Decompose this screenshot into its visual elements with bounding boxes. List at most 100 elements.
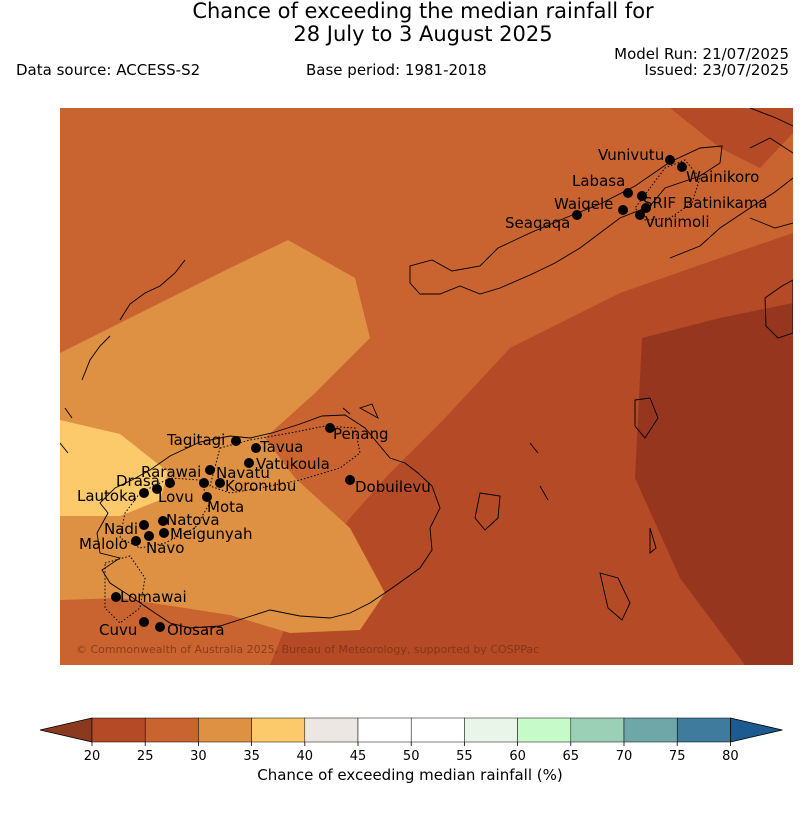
colorbar-tick-label: 50 xyxy=(403,749,420,762)
colorbar-ticks: 20 25 30 35 40 45 50 55 60 65 70 75 80 xyxy=(84,742,739,762)
station-label-tagitagi: Tagitagi xyxy=(166,431,225,449)
station-marker-lautoka xyxy=(139,488,149,498)
colorbar-swatch xyxy=(623,717,678,743)
station-marker-labasa xyxy=(623,188,633,198)
colorbar-extend-high xyxy=(730,717,783,743)
station-label-vatukoula: Vatukoula xyxy=(256,455,330,473)
colorbar-swatch xyxy=(676,717,731,743)
rainfall-probability-map: Vunivutu Wainikoro Labasa SRIF Batinikam… xyxy=(60,108,793,665)
station-marker-vunimoli xyxy=(635,210,645,220)
station-label-batinikama: Batinikama xyxy=(683,194,768,212)
station-label-waiqele: Waiqele xyxy=(554,195,613,213)
station-labels: Vunivutu Wainikoro Labasa SRIF Batinikam… xyxy=(77,146,768,639)
station-marker-tagitagi xyxy=(231,436,241,446)
station-label-lomawai: Lomawai xyxy=(120,588,187,606)
colorbar-title: Chance of exceeding median rainfall (%) xyxy=(257,766,563,784)
station-marker-navo xyxy=(144,531,154,541)
station-marker-drasa xyxy=(152,484,162,494)
station-label-meigunyah: Meigunyah xyxy=(170,525,252,543)
taveuni-island xyxy=(764,279,793,339)
station-label-olosara: Olosara xyxy=(167,621,225,639)
station-marker-vatukoula xyxy=(244,458,254,468)
station-label-srif: SRIF xyxy=(643,194,676,212)
station-marker-lovu xyxy=(165,478,175,488)
station-label-navo: Navo xyxy=(146,539,184,557)
station-marker-penang xyxy=(325,423,335,433)
station-label-penang: Penang xyxy=(333,425,388,443)
colorbar-swatch xyxy=(144,717,199,743)
map-title-line-2: 28 July to 3 August 2025 xyxy=(293,22,553,46)
lau-islands xyxy=(474,397,659,621)
colorbar-tick-label: 35 xyxy=(243,749,260,762)
zone-30-35 xyxy=(60,240,385,633)
colorbar-legend: 20 25 30 35 40 45 50 55 60 65 70 75 80 xyxy=(39,717,783,762)
model-run-label: Model Run: 21/07/2025 xyxy=(614,45,789,63)
colorbar-tick-label: 30 xyxy=(190,749,207,762)
station-marker-tavua xyxy=(251,443,261,453)
station-label-lovu: Lovu xyxy=(158,488,194,506)
colorbar-swatch xyxy=(517,717,572,743)
zone-below-20 xyxy=(635,303,793,665)
station-label-seaqaqa: Seaqaqa xyxy=(505,214,570,232)
colorbar-tick-label: 45 xyxy=(350,749,367,762)
station-marker-olosara xyxy=(155,622,165,632)
station-marker-vunivutu xyxy=(665,155,675,165)
station-marker-dobuilevu xyxy=(345,475,355,485)
zone-20-25-northeast xyxy=(670,108,793,168)
station-marker-mota xyxy=(202,492,212,502)
station-marker-koronubu xyxy=(215,478,225,488)
station-marker-malolo xyxy=(131,536,141,546)
colorbar-tick-label: 65 xyxy=(563,749,580,762)
viti-levu-coast xyxy=(96,414,441,629)
coastlines xyxy=(60,108,793,629)
station-marker-lomawai xyxy=(111,592,121,602)
station-markers xyxy=(111,155,687,632)
station-marker-waiqele xyxy=(618,205,628,215)
kadavu-ovalau xyxy=(342,403,379,420)
colorbar-swatches xyxy=(39,717,783,743)
station-label-koronubu: Koronubu xyxy=(225,477,296,495)
vanua-levu-east-coast xyxy=(669,108,793,259)
station-label-labasa: Labasa xyxy=(572,172,625,190)
colorbar-tick-label: 55 xyxy=(456,749,473,762)
colorbar-swatch xyxy=(198,717,252,743)
vanua-levu-coast xyxy=(409,145,723,295)
colorbar-swatch xyxy=(464,717,518,743)
yasawa-islands xyxy=(60,259,186,454)
station-marker-cuvu xyxy=(139,617,149,627)
colorbar-tick-label: 20 xyxy=(84,749,101,762)
colorbar-swatch xyxy=(570,717,625,743)
station-marker-rarawai xyxy=(205,465,215,475)
copyright-notice: © Commonwealth of Australia 2025, Bureau… xyxy=(76,643,539,656)
station-label-wainikoro: Wainikoro xyxy=(686,168,759,186)
colorbar-tick-label: 80 xyxy=(722,749,739,762)
station-label-mota: Mota xyxy=(207,498,244,516)
colorbar-tick-label: 60 xyxy=(509,749,526,762)
station-label-nadi: Nadi xyxy=(104,520,138,538)
station-marker-navatu xyxy=(199,478,209,488)
station-marker-nadi xyxy=(139,520,149,530)
colorbar-tick-label: 75 xyxy=(669,749,686,762)
station-label-lautoka: Lautoka xyxy=(77,487,137,505)
colorbar-tick-label: 40 xyxy=(297,749,314,762)
station-label-natova: Natova xyxy=(166,511,220,529)
colorbar-swatch xyxy=(91,717,146,743)
station-label-drasa: Drasa xyxy=(116,472,160,490)
station-label-vunivutu: Vunivutu xyxy=(598,146,664,164)
map-title-line-1: Chance of exceeding the median rainfall … xyxy=(192,0,654,23)
station-marker-srif xyxy=(637,191,647,201)
station-marker-seaqaqa xyxy=(572,210,582,220)
station-label-rarawai: Rarawai xyxy=(141,463,201,481)
colorbar-tick-label: 70 xyxy=(616,749,633,762)
base-period-label: Base period: 1981-2018 xyxy=(306,61,487,79)
issued-date-label: Issued: 23/07/2025 xyxy=(644,61,789,79)
colorbar-swatch xyxy=(251,717,306,743)
colorbar-swatch xyxy=(304,717,359,743)
station-label-navatu: Navatu xyxy=(216,464,270,482)
station-marker-batinikama xyxy=(641,203,651,213)
data-source-label: Data source: ACCESS-S2 xyxy=(16,61,201,79)
colorbar-swatch xyxy=(357,717,412,743)
station-marker-natova xyxy=(158,516,168,526)
station-label-dobuilevu: Dobuilevu xyxy=(355,478,431,496)
station-marker-wainikoro xyxy=(677,162,687,172)
